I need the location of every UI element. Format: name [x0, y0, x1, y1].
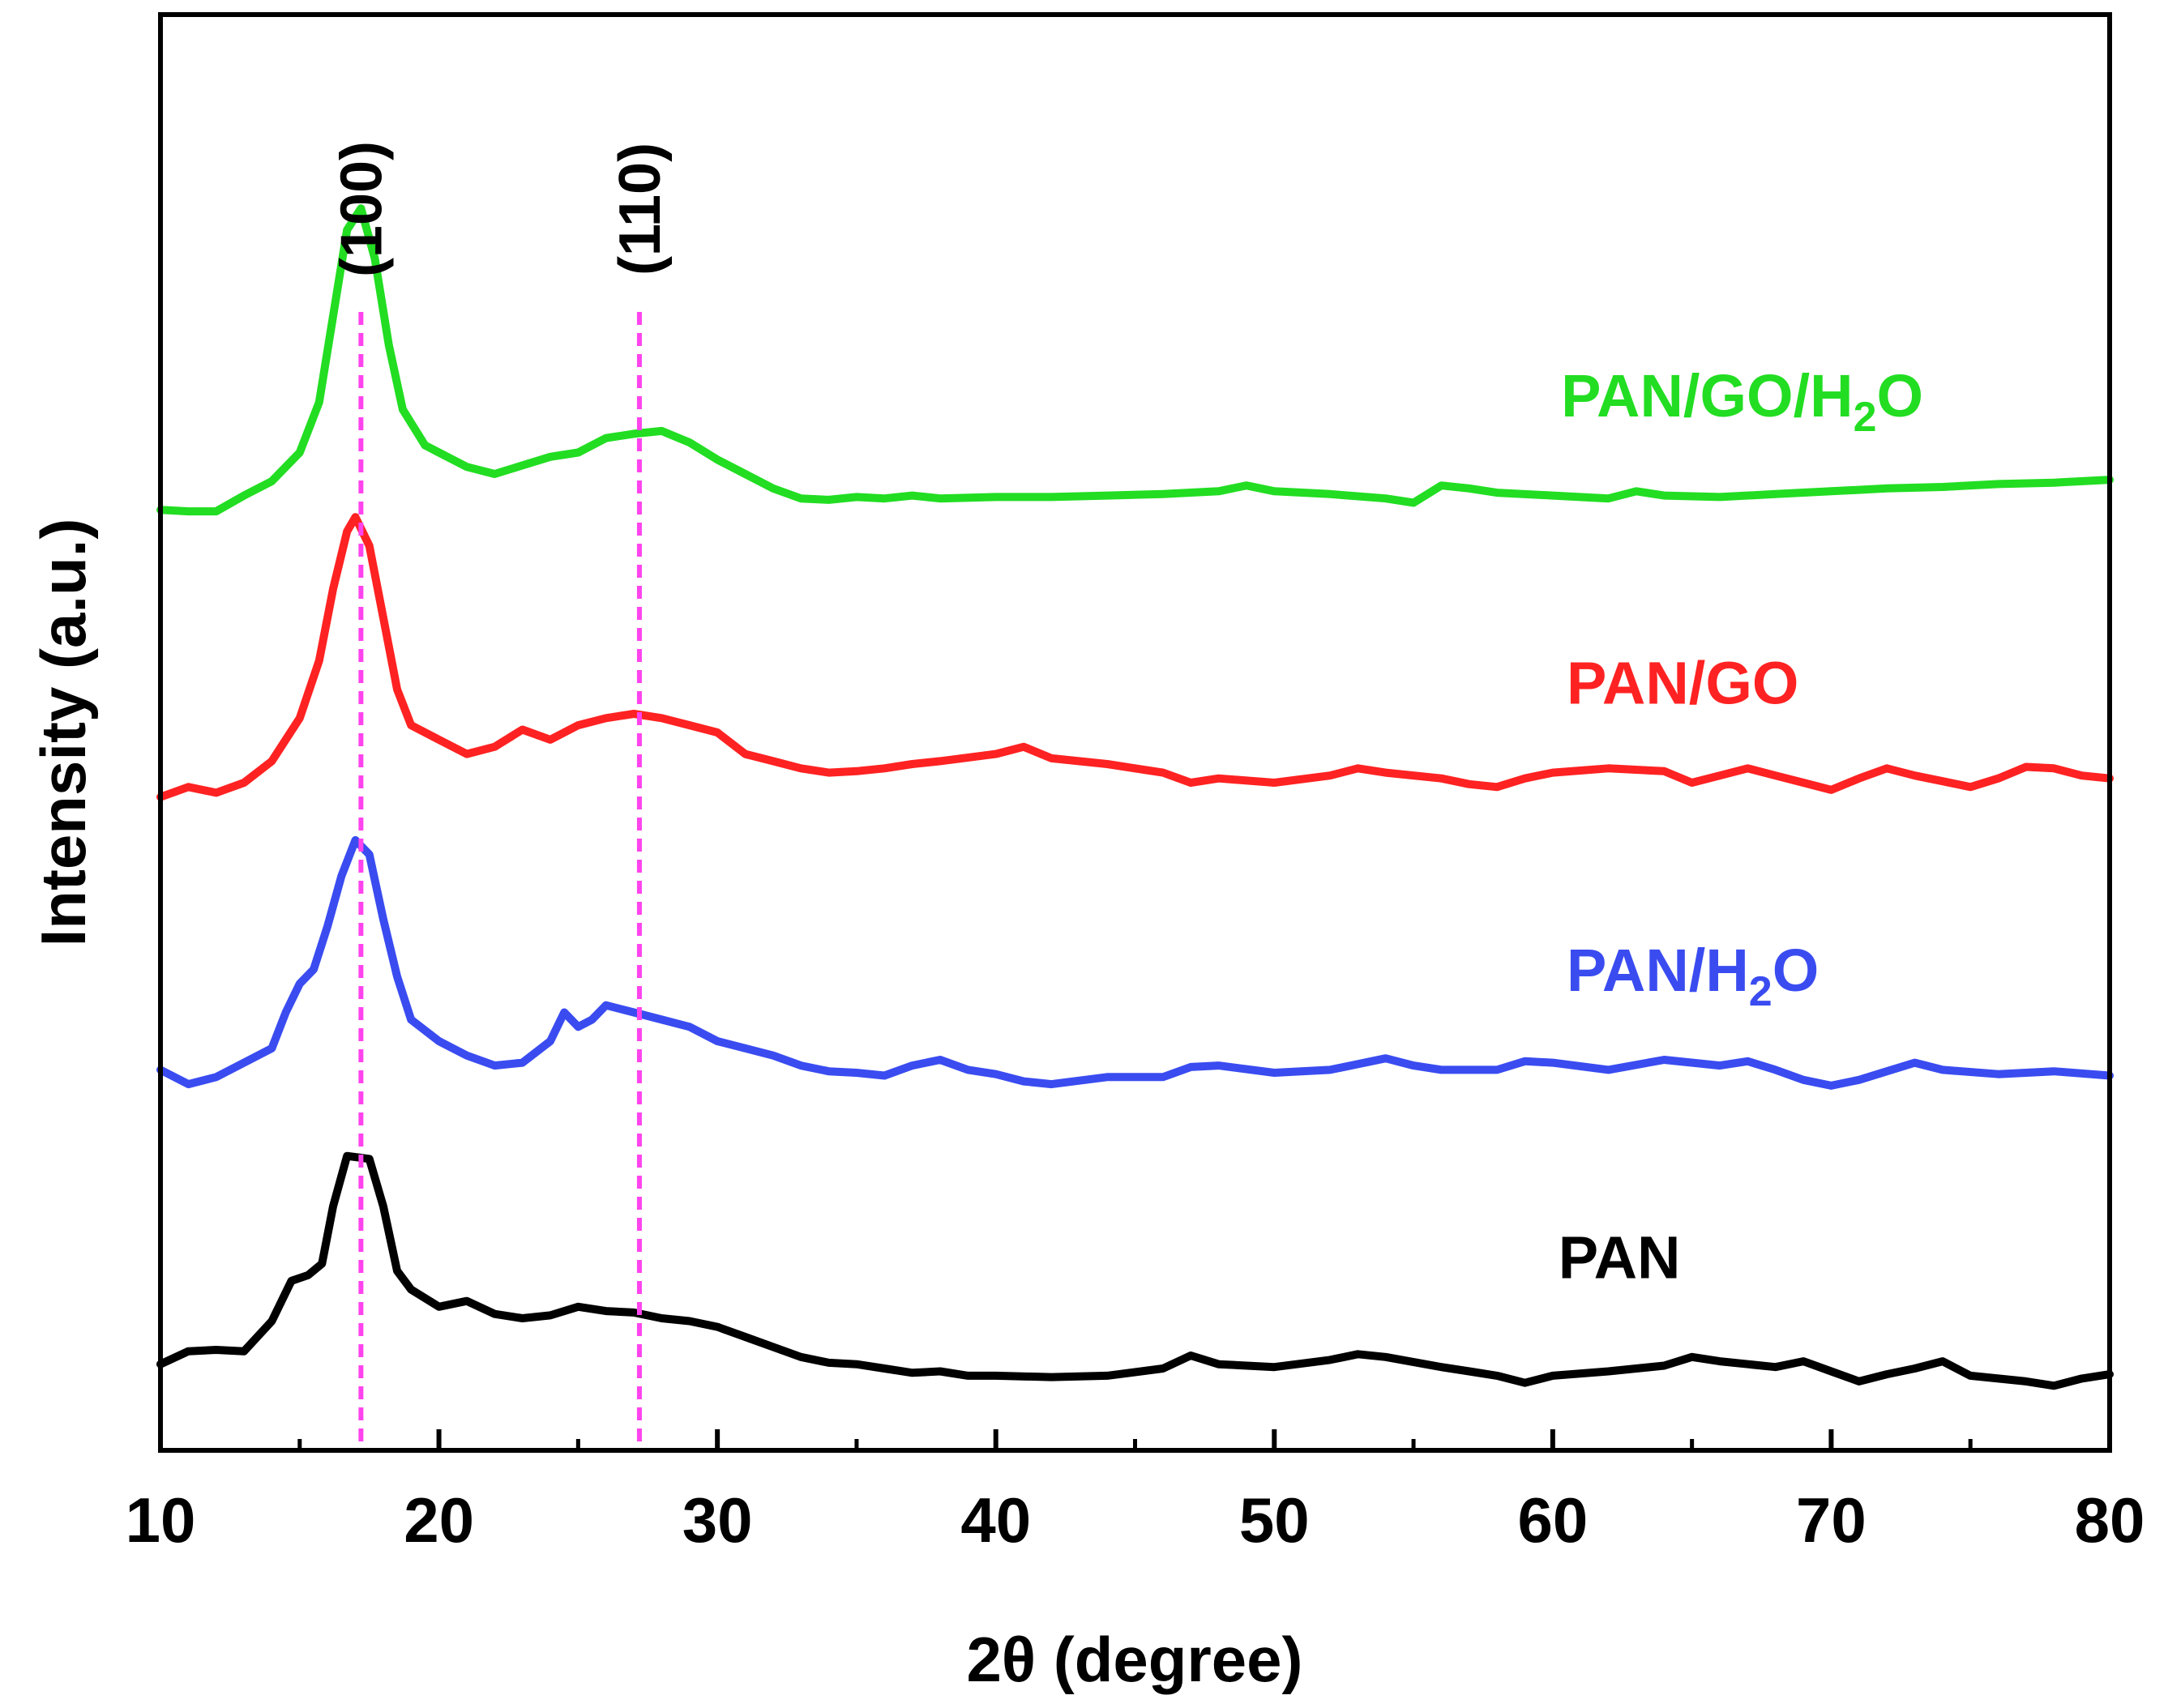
- x-tick-label-4: 50: [1239, 1484, 1310, 1556]
- x-tick-label-1: 20: [404, 1484, 474, 1556]
- x-axis-title: 2θ (degree): [967, 1624, 1303, 1695]
- series-label-3: PAN/GO/H2O: [1561, 362, 1923, 441]
- series-line-1: [156, 835, 2114, 1090]
- reference-line-label-1: (110): [608, 143, 673, 275]
- x-tick-label-5: 60: [1517, 1484, 1588, 1556]
- series-labels: PAN PAN/H2O PAN/GO PAN/GO/H2O: [1559, 362, 1923, 1291]
- series-line-3: [156, 204, 2114, 516]
- x-axis-ticks: 10 20 30 40 50 60 70 80: [126, 1429, 2145, 1556]
- y-axis-title: Intensity (a.u.): [28, 519, 99, 947]
- series-layer: [156, 204, 2114, 1390]
- x-tick-label-0: 10: [126, 1484, 196, 1556]
- reference-lines: (100) (110): [329, 141, 673, 1450]
- plot-frame: [158, 12, 2112, 1453]
- series-line-0: [156, 1151, 2114, 1390]
- series-label-0: PAN: [1559, 1223, 1681, 1291]
- x-tick-label-7: 80: [2075, 1484, 2145, 1556]
- series-line-2: [156, 513, 2114, 801]
- x-tick-label-3: 40: [960, 1484, 1031, 1556]
- series-label-2: PAN/GO: [1567, 650, 1798, 717]
- series-label-1: PAN/H2O: [1567, 937, 1819, 1015]
- reference-line-label-0: (100): [329, 141, 394, 277]
- x-tick-label-2: 30: [682, 1484, 753, 1556]
- x-tick-label-6: 70: [1796, 1484, 1867, 1556]
